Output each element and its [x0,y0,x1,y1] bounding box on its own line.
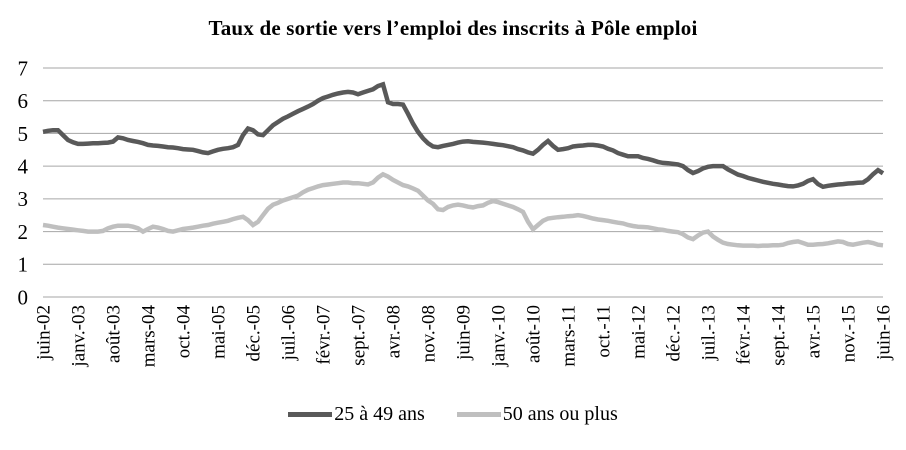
line-chart-svg: 0 1 2 3 4 5 6 7 juin-02 janv.-03 août-03 mars-04 oct… [18,56,895,368]
x-tick-label-17: mai-12 [629,305,650,359]
legend-label-25-49-ans: 25 à 49 ans [334,403,425,425]
y-tick-label-7: 7 [18,56,29,80]
x-tick-label-23: nov.-15 [839,305,860,362]
y-tick-label-5: 5 [18,122,29,146]
x-tick-label-18: déc.-12 [664,305,685,361]
x-tick-label-2: août-03 [104,305,125,363]
y-tick-label-2: 2 [18,220,29,244]
legend-item-50-plus: 50 ans ou plus [456,403,618,426]
x-tick-label-20: févr.-14 [734,305,755,365]
legend: 25 à 49 ans 50 ans ou plus [0,403,906,426]
x-tick-label-4: oct.-04 [174,305,195,359]
y-tick-label-1: 1 [18,253,29,277]
x-tick-label-24: juin-16 [874,305,895,361]
x-tick-label-6: déc.-05 [244,305,265,361]
y-tick-label-3: 3 [18,187,29,211]
x-tick-label-12: juin-09 [454,305,475,361]
x-tick-label-22: avr.-15 [804,305,825,358]
x-tick-label-5: mai-05 [209,305,230,359]
x-tick-label-1: janv.-03 [69,305,90,368]
x-tick-label-15: mars-11 [559,305,580,367]
x-tick-label-16: oct.-11 [594,305,615,358]
legend-line-swatch-light [456,412,501,417]
x-tick-label-9: sept.-07 [349,305,370,366]
legend-line-swatch-dark [288,412,333,417]
series-line-1 [42,171,884,249]
series-line-0 [42,81,885,190]
x-tick-label-8: févr.-07 [314,305,335,365]
y-tick-label-0: 0 [18,285,29,309]
x-tick-label-19: juil.-13 [699,305,720,361]
y-tick-label-4: 4 [18,154,29,178]
x-tick-label-14: août-10 [524,305,545,363]
chart-title: Taux de sortie vers l’emploi des inscrit… [208,16,698,40]
legend-item-25-49-ans: 25 à 49 ans [288,403,425,426]
x-tick-label-13: janv.-10 [489,305,510,368]
x-tick-label-10: avr.-08 [384,305,405,358]
x-tick-label-0: juin-02 [34,305,55,361]
x-tick-label-21: sept.-14 [769,305,790,366]
y-tick-label-6: 6 [18,89,29,113]
legend-label-50-plus: 50 ans ou plus [502,403,618,425]
x-tick-label-11: nov.-08 [419,305,440,362]
x-tick-label-3: mars-04 [139,305,160,368]
x-tick-label-7: juil.-06 [279,305,300,361]
